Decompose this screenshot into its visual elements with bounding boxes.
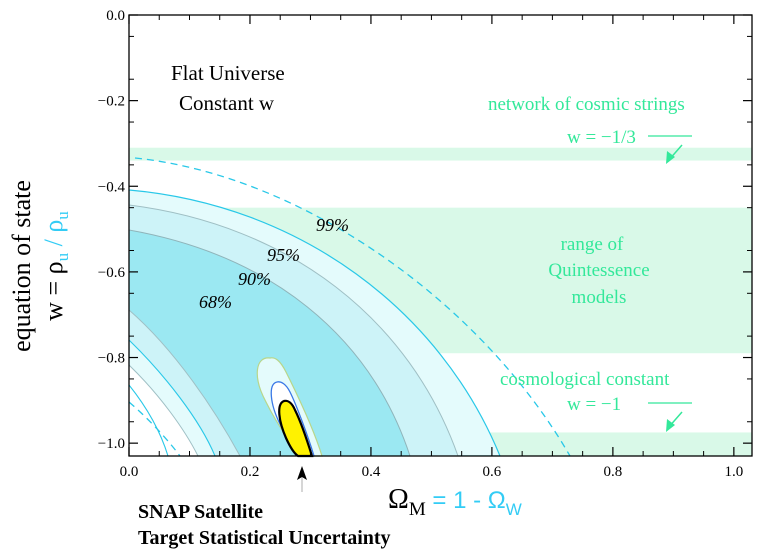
label-90: 90% bbox=[238, 269, 271, 289]
x-tick-label: 0.2 bbox=[241, 464, 260, 480]
y-axis-title-line1: equation of state bbox=[7, 180, 36, 352]
y-formula-sub2: u bbox=[53, 211, 72, 220]
contour-99-dashed-outer bbox=[134, 157, 571, 456]
quintessence-line2: Quintessence bbox=[548, 260, 649, 281]
x-axis-title: ΩM = 1 - ΩW bbox=[388, 484, 522, 520]
x-tick-label: 0.8 bbox=[604, 464, 623, 480]
y-tick-label: −0.8 bbox=[98, 351, 125, 367]
cosmological-constant-w: w = −1 bbox=[567, 394, 621, 415]
flat-universe-label: Flat Universe bbox=[171, 61, 285, 85]
y-tick-label: −0.4 bbox=[98, 179, 126, 195]
label-99: 99% bbox=[316, 215, 349, 235]
cosmic-strings-label: network of cosmic strings bbox=[488, 94, 685, 115]
snap-satellite-label: SNAP Satellite bbox=[138, 501, 263, 523]
x-tick-label: 0.6 bbox=[483, 464, 502, 480]
y-formula-w: w = ρ bbox=[39, 261, 68, 320]
y-tick-label: −0.2 bbox=[98, 94, 125, 110]
contour-inner-cyan bbox=[129, 384, 169, 456]
y-tick-label: −1.0 bbox=[98, 436, 125, 452]
snap-arrowhead bbox=[297, 466, 307, 480]
x-title-sub-m: M bbox=[409, 499, 426, 520]
y-tick-label: −0.6 bbox=[98, 265, 126, 281]
x-tick-label: 1.0 bbox=[724, 464, 743, 480]
y-tick-label: 0.0 bbox=[106, 8, 125, 24]
x-title-omega: Ω bbox=[388, 484, 409, 515]
quintessence-line1: range of bbox=[561, 234, 624, 255]
x-title-suffix: = 1 - Ω bbox=[426, 487, 506, 514]
quintessence-line3: models bbox=[572, 287, 627, 308]
axes: 0.0 0.2 0.4 0.6 0.8 1.0 0.0 −0.2 −0.4 −0.6 −0.8 −1.… bbox=[98, 8, 752, 480]
x-tick-label: 0.4 bbox=[362, 464, 381, 480]
svg-text:w = ρu / ρu: w = ρu / ρu bbox=[39, 211, 72, 321]
cosmological-constant-arrowhead bbox=[666, 419, 675, 432]
y-axis-title: equation of state bbox=[7, 180, 36, 352]
cosmological-constant-label: cosmological constant bbox=[500, 369, 670, 390]
snap-uncertainty-label: Target Statistical Uncertainty bbox=[138, 527, 391, 549]
label-68: 68% bbox=[199, 292, 232, 312]
snap-contours bbox=[256, 357, 323, 458]
cosmic-strings-w: w = −1/3 bbox=[567, 127, 636, 148]
y-formula-mid: / ρ bbox=[39, 220, 68, 253]
plot-frame bbox=[128, 14, 753, 457]
x-title-sub-w: W bbox=[506, 500, 522, 519]
x-tick-label: 0.0 bbox=[120, 464, 139, 480]
cosmic-strings-arrowhead bbox=[666, 151, 675, 164]
constant-w-label: Constant w bbox=[179, 91, 275, 115]
confidence-contours bbox=[129, 157, 571, 456]
y-formula-sub1: u bbox=[53, 252, 72, 261]
y-axis-formula: w = ρu / ρu bbox=[39, 211, 72, 321]
label-95: 95% bbox=[267, 245, 300, 265]
band-0 bbox=[129, 147, 752, 161]
